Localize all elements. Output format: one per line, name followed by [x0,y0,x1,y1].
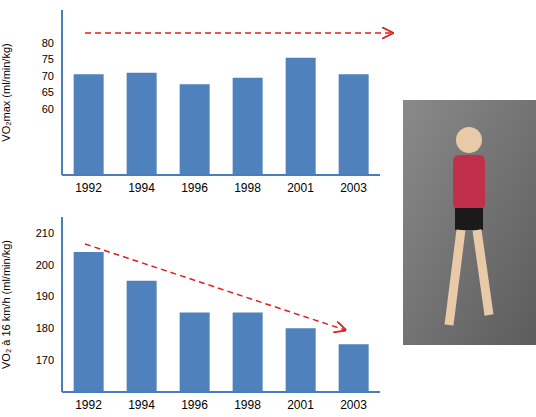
svg-text:180: 180 [36,322,54,334]
svg-text:190: 190 [36,290,54,302]
svg-text:1994: 1994 [128,398,155,412]
svg-text:1998: 1998 [234,181,261,195]
svg-text:1996: 1996 [181,398,208,412]
svg-text:170: 170 [36,354,54,366]
svg-text:2003: 2003 [340,398,367,412]
svg-text:1996: 1996 [181,181,208,195]
svg-text:60: 60 [42,103,54,115]
svg-text:1992: 1992 [75,181,102,195]
svg-text:70: 70 [42,70,54,82]
svg-text:1994: 1994 [128,181,155,195]
svg-text:75: 75 [42,53,54,65]
svg-text:2001: 2001 [287,181,314,195]
svg-text:1998: 1998 [234,398,261,412]
svg-text:VO₂max (ml/min/kg): VO₂max (ml/min/kg) [0,43,12,141]
svg-text:2003: 2003 [340,181,367,195]
svg-text:200: 200 [36,259,54,271]
svg-text:80: 80 [42,37,54,49]
svg-text:210: 210 [36,227,54,239]
svg-text:1992: 1992 [75,398,102,412]
svg-text:VO₂ à 16 km/h (ml/min/kg): VO₂ à 16 km/h (ml/min/kg) [0,240,12,369]
svg-text:65: 65 [42,86,54,98]
svg-text:2001: 2001 [287,398,314,412]
